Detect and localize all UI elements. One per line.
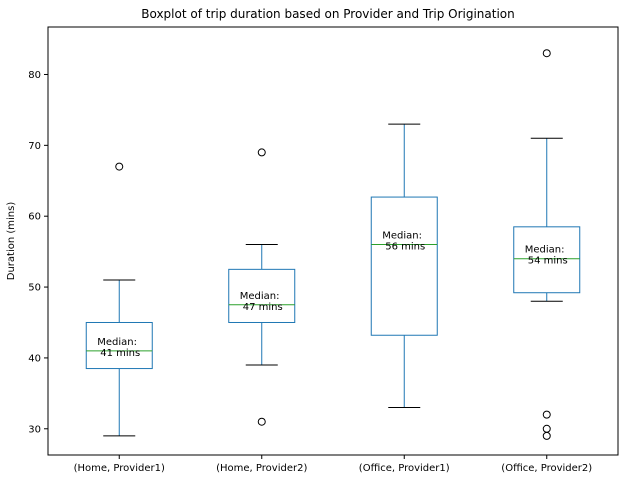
iqr-box [370, 196, 438, 336]
box-group: Median:41 mins [85, 162, 153, 437]
median-annotation-label: Median: [97, 337, 137, 348]
x-tick-label: (Home, Provider2) [216, 463, 307, 474]
y-tick-label: 40 [28, 353, 41, 364]
median-annotation-value: 54 mins [528, 256, 568, 267]
plot-area: 30 40 50 60 70 80 (Home, Provider1) (Home, Prov… [28, 49, 592, 474]
iqr-box [85, 321, 153, 370]
median-annotation-value: 47 mins [243, 302, 283, 313]
outlier-point [257, 417, 266, 426]
x-tick-label: (Office, Provider1) [359, 463, 450, 474]
x-tick-label: (Office, Provider2) [501, 463, 592, 474]
outlier-point [542, 431, 551, 440]
outlier-point [257, 148, 266, 157]
median-annotation-label: Median: [382, 231, 422, 242]
iqr-box [228, 268, 296, 323]
box-group: Median:47 mins [228, 148, 296, 426]
axes-frame [47, 26, 619, 456]
outlier-point [542, 49, 551, 58]
y-tick-label: 30 [28, 424, 41, 435]
median-annotation-value: 56 mins [385, 242, 425, 253]
y-tick-label: 70 [28, 141, 41, 152]
y-tick-label: 60 [28, 212, 41, 223]
box-group: Median:56 mins [370, 123, 438, 409]
y-axis-label: Duration (mins) [6, 202, 17, 281]
chart-title: Boxplot of trip duration based on Provid… [141, 7, 515, 21]
y-tick-label: 50 [28, 283, 41, 294]
median-annotation-label: Median: [525, 245, 565, 256]
iqr-box [513, 226, 581, 294]
x-tick-label: (Home, Provider1) [74, 463, 165, 474]
outlier-point [115, 162, 124, 171]
outlier-point [542, 410, 551, 419]
median-annotation-value: 41 mins [100, 348, 140, 359]
box-group: Median:54 mins [513, 49, 581, 440]
median-annotation-label: Median: [240, 291, 280, 302]
y-tick-label: 80 [28, 70, 41, 81]
